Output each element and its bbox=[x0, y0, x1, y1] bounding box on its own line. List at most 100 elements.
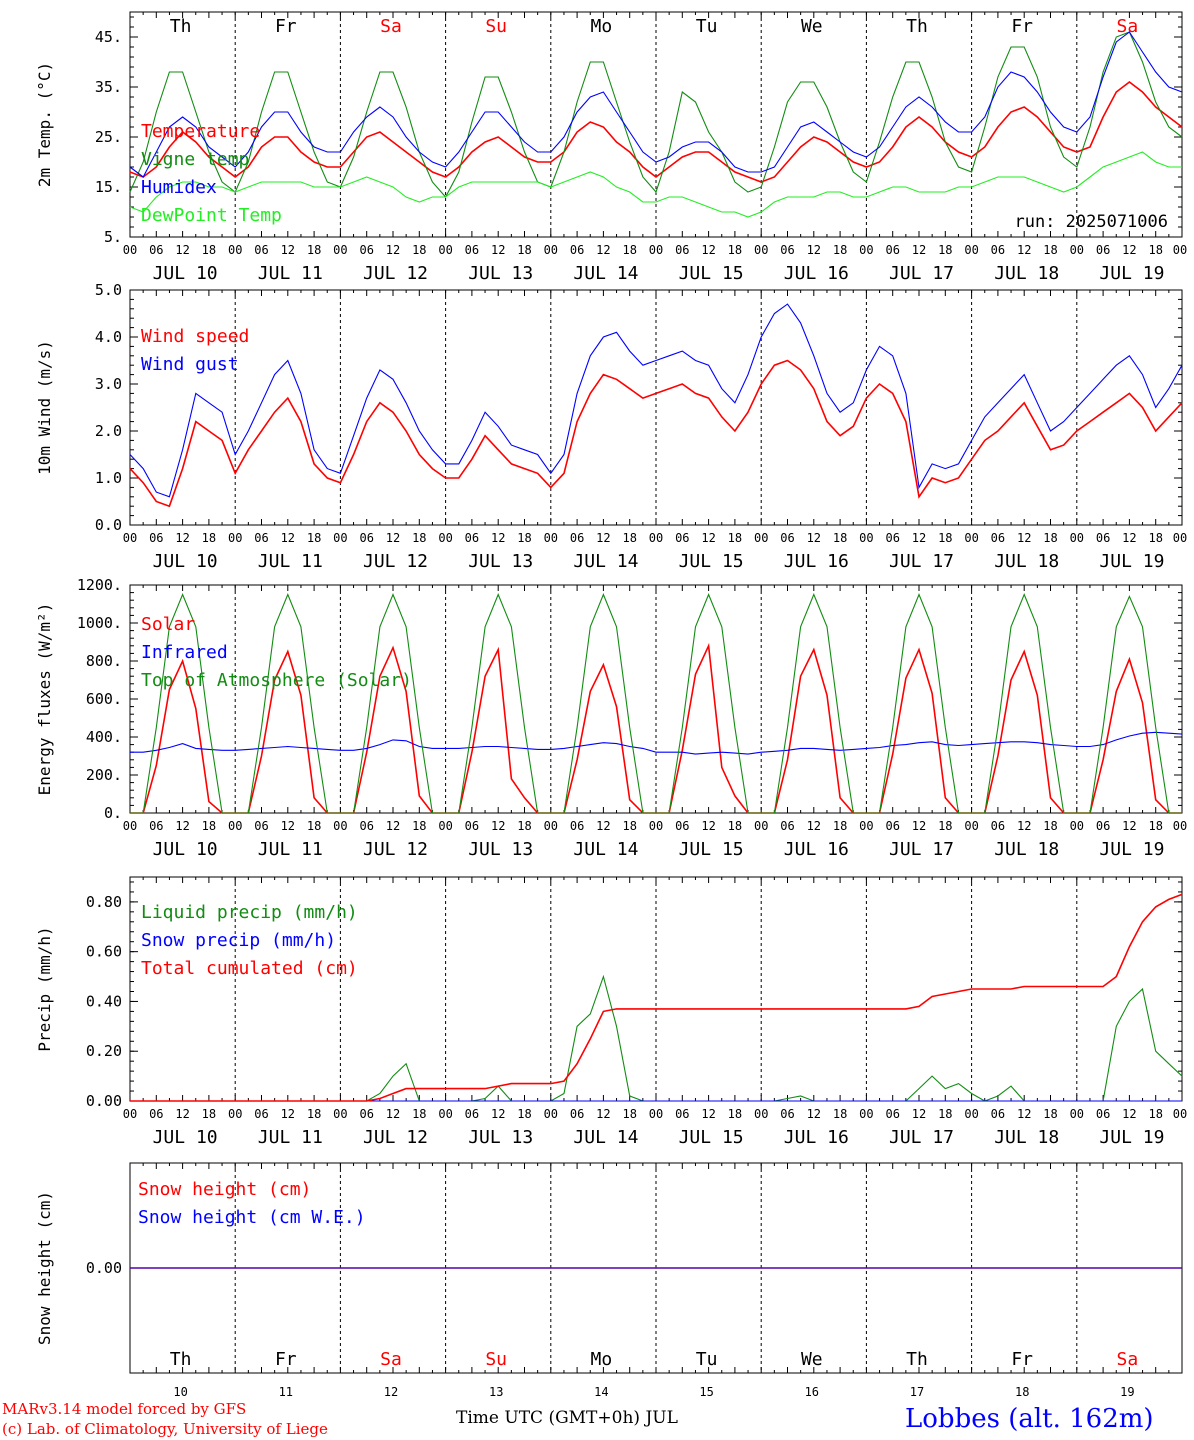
y-tick-label: 45. bbox=[95, 28, 122, 46]
hour-tick-label: 18 bbox=[1148, 1107, 1162, 1121]
hour-tick-label: 00 bbox=[123, 819, 137, 833]
legend-entry: Snow height (cm) bbox=[138, 1179, 311, 1200]
hour-tick-label: 12 bbox=[1017, 243, 1031, 257]
run-annotation: run: 2025071006 bbox=[1014, 212, 1168, 232]
hour-tick-label: 06 bbox=[675, 1107, 689, 1121]
date-label: JUL 10 bbox=[153, 839, 218, 860]
date-label: JUL 15 bbox=[679, 1127, 744, 1148]
weekday-label: Sa bbox=[1117, 16, 1139, 37]
date-label: JUL 17 bbox=[889, 839, 954, 860]
hour-tick-label: 00 bbox=[964, 819, 978, 833]
hour-tick-label: 06 bbox=[465, 243, 479, 257]
hour-tick-label: 12 bbox=[912, 243, 926, 257]
weekday-label: Su bbox=[485, 1349, 507, 1370]
date-label: JUL 16 bbox=[784, 1127, 849, 1148]
hour-tick-label: 00 bbox=[1070, 531, 1084, 545]
hour-tick-label: 06 bbox=[885, 243, 899, 257]
date-label: JUL 17 bbox=[889, 263, 954, 284]
hour-tick-label: 06 bbox=[254, 243, 268, 257]
hour-tick-label: 18 bbox=[202, 1107, 216, 1121]
hour-tick-label: 00 bbox=[228, 531, 242, 545]
date-label: JUL 14 bbox=[573, 263, 638, 284]
panel-4: 0.00 0.20 0.40 0.60 0.80 Precip (mm/h) Liquid … bbox=[35, 876, 1187, 1148]
weekday-label: Tu bbox=[696, 16, 718, 37]
legend-entry: Vigne temp bbox=[141, 149, 249, 170]
series-line-3 bbox=[130, 893, 1183, 1102]
hour-tick-label: 06 bbox=[254, 1107, 268, 1121]
hour-tick-label: 18 bbox=[938, 819, 952, 833]
hour-tick-label: 00 bbox=[544, 819, 558, 833]
y-axis-label: 2m Temp. (°C) bbox=[35, 62, 54, 187]
date-label: JUL 13 bbox=[468, 1127, 533, 1148]
hour-tick-label: 12 bbox=[1122, 1107, 1136, 1121]
y-tick-label: 600. bbox=[86, 690, 122, 708]
weekday-label: Mo bbox=[591, 1349, 613, 1370]
hour-tick-label: 00 bbox=[438, 1107, 452, 1121]
hour-tick-label: 06 bbox=[570, 531, 584, 545]
hour-tick-label: 18 bbox=[517, 1107, 531, 1121]
hour-tick-label: 06 bbox=[359, 243, 373, 257]
hour-tick-label: 12 bbox=[386, 531, 400, 545]
legend-entry: Top of Atmosphere (Solar) bbox=[141, 670, 412, 691]
hour-tick-label: 12 bbox=[281, 243, 295, 257]
hour-tick-label: 06 bbox=[359, 1107, 373, 1121]
y-axis-label: Snow height (cm) bbox=[35, 1191, 54, 1345]
hour-tick-label: 18 bbox=[622, 819, 636, 833]
date-label: JUL 17 bbox=[889, 1127, 954, 1148]
hour-tick-label: 06 bbox=[1096, 819, 1110, 833]
hour-tick-label: 06 bbox=[991, 1107, 1005, 1121]
y-tick-label: 1000. bbox=[77, 614, 122, 632]
hour-tick-label: 06 bbox=[465, 819, 479, 833]
hour-tick-label: 12 bbox=[1017, 819, 1031, 833]
date-label: JUL 12 bbox=[363, 1127, 428, 1148]
panel-3: 0. 200. 400. 600. 800. 1000. 1200. Energy fluxe… bbox=[35, 576, 1187, 860]
weekday-label: Fr bbox=[275, 1349, 297, 1370]
weekday-label: Fr bbox=[1011, 1349, 1033, 1370]
y-tick-label: 5. bbox=[104, 228, 122, 246]
date-label: JUL 15 bbox=[679, 839, 744, 860]
hour-tick-label: 12 bbox=[596, 1107, 610, 1121]
hour-tick-label: 12 bbox=[596, 819, 610, 833]
hour-tick-label: 12 bbox=[912, 531, 926, 545]
series-line-3 bbox=[129, 31, 1183, 178]
date-label: JUL 17 bbox=[889, 551, 954, 572]
hour-tick-label: 06 bbox=[570, 819, 584, 833]
hour-tick-label: 06 bbox=[1096, 243, 1110, 257]
hour-tick-label: 06 bbox=[991, 243, 1005, 257]
hour-tick-label: 18 bbox=[1148, 819, 1162, 833]
weekday-label: Su bbox=[485, 16, 507, 37]
hour-tick-label: 18 bbox=[202, 243, 216, 257]
hour-tick-label: 12 bbox=[386, 243, 400, 257]
hour-tick-label: 00 bbox=[859, 531, 873, 545]
hour-tick-label: 06 bbox=[885, 819, 899, 833]
y-tick-label: 3.0 bbox=[95, 375, 122, 393]
series-line-2 bbox=[129, 303, 1183, 498]
hour-tick-label: 00 bbox=[649, 531, 663, 545]
hour-tick-label: 18 bbox=[412, 1107, 426, 1121]
hour-tick-label: 06 bbox=[570, 1107, 584, 1121]
hour-tick-label: 12 bbox=[281, 531, 295, 545]
hour-tick-label: 00 bbox=[438, 819, 452, 833]
y-axis-label: Energy fluxes (W/m²) bbox=[35, 603, 54, 796]
hour-tick-label: 06 bbox=[885, 1107, 899, 1121]
hour-tick-label: 18 bbox=[728, 531, 742, 545]
time-axis-label: Time UTC (GMT+0h) JUL bbox=[456, 1408, 678, 1428]
date-label: JUL 14 bbox=[573, 551, 638, 572]
y-tick-label: 0. bbox=[104, 804, 122, 822]
date-label: JUL 11 bbox=[258, 263, 323, 284]
hour-tick-label: 06 bbox=[780, 1107, 794, 1121]
weekday-label: Tu bbox=[696, 1349, 718, 1370]
hour-tick-label: 18 bbox=[622, 531, 636, 545]
weekday-label: Fr bbox=[275, 16, 297, 37]
weekday-label: Sa bbox=[380, 1349, 402, 1370]
hour-tick-label: 12 bbox=[701, 819, 715, 833]
hour-tick-label: 12 bbox=[491, 1107, 505, 1121]
hour-tick-label: 00 bbox=[859, 1107, 873, 1121]
date-number-label: 10 bbox=[173, 1385, 187, 1399]
hour-tick-label: 18 bbox=[1043, 1107, 1057, 1121]
hour-tick-label: 18 bbox=[412, 531, 426, 545]
hour-tick-label: 18 bbox=[938, 243, 952, 257]
y-tick-label: 0.20 bbox=[86, 1042, 122, 1060]
hour-tick-label: 12 bbox=[807, 819, 821, 833]
hour-tick-label: 12 bbox=[912, 1107, 926, 1121]
